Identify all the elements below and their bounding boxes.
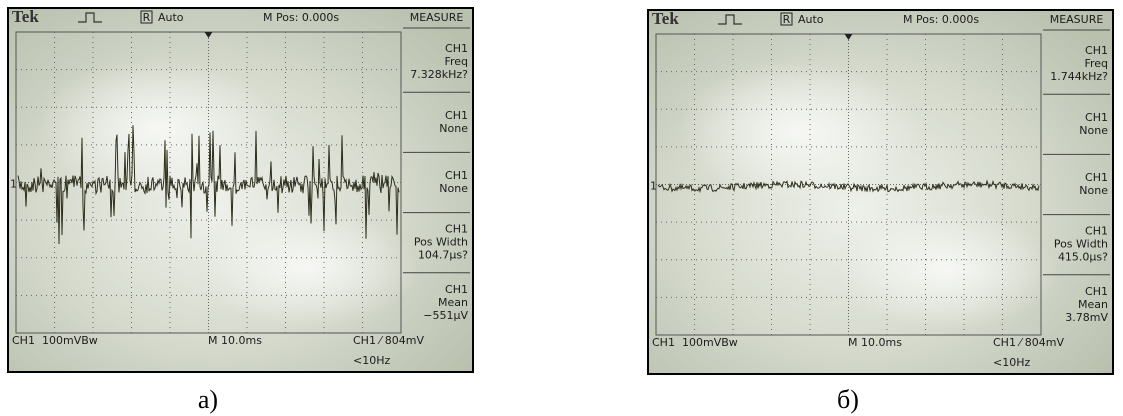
measure-text: None — [1079, 184, 1108, 197]
timebase: M 10.0ms — [848, 336, 902, 349]
measure-text: Pos Width — [414, 236, 468, 249]
measure-text: 415.0µs? — [1058, 251, 1108, 264]
scale: 100mVBw — [682, 336, 738, 349]
glare — [198, 208, 418, 328]
measure-text: 104.7µs? — [418, 249, 468, 262]
glare — [838, 210, 1058, 330]
trigger: CH1 ⁄ 804mV — [993, 336, 1064, 349]
run-state-box — [140, 10, 153, 24]
channel: CH1 — [12, 334, 35, 347]
measure-text: Mean — [1078, 298, 1108, 311]
glare — [38, 58, 278, 198]
measure-text: 7.328kHz? — [410, 68, 468, 81]
screen-frame — [647, 9, 1114, 375]
trigger-mode: Auto — [798, 13, 824, 26]
trigger: CH1 ⁄ 804mV — [353, 334, 424, 347]
run-state: R — [783, 13, 791, 26]
trigger-marker — [844, 34, 853, 40]
measure-text: CH1 — [445, 283, 468, 296]
measure-text: CH1 — [1085, 111, 1108, 124]
measure-text: None — [439, 122, 468, 135]
measure-title: MEASURE — [410, 11, 464, 24]
channel: CH1 — [652, 336, 675, 349]
run-state: R — [143, 11, 151, 24]
pulse-icon — [718, 14, 742, 25]
measure-text: None — [439, 182, 468, 195]
measure-text: CH1 — [1085, 171, 1108, 184]
measure-text: CH1 — [445, 42, 468, 55]
measure-text: 3.78mV — [1065, 311, 1108, 324]
brand: Tek — [652, 9, 679, 28]
caption: а) — [198, 385, 218, 414]
run-state-box — [780, 12, 793, 26]
measure-text: CH1 — [1085, 285, 1108, 298]
measure-text: Mean — [438, 296, 468, 309]
channel-marker: 1 — [10, 178, 17, 191]
channel-marker: 1 — [650, 180, 657, 193]
measure-text: CH1 — [1085, 44, 1108, 57]
measure-text: None — [1079, 124, 1108, 137]
trigger-marker — [204, 32, 213, 38]
measure-text: Freq — [1084, 57, 1108, 70]
filter: <10Hz — [993, 356, 1030, 369]
measure-text: Freq — [444, 55, 468, 68]
waveform — [17, 125, 400, 245]
measure-text: −551µV — [423, 309, 468, 322]
brand: Tek — [12, 7, 39, 26]
measure-text: Pos Width — [1054, 238, 1108, 251]
filter: <10Hz — [353, 354, 390, 367]
screen-frame — [7, 7, 474, 373]
timebase: M 10.0ms — [208, 334, 262, 347]
measure-text: CH1 — [1085, 225, 1108, 238]
position: M Pos: 0.000s — [263, 11, 339, 24]
measure-text: CH1 — [445, 223, 468, 236]
position: M Pos: 0.000s — [903, 13, 979, 26]
pulse-icon — [78, 12, 102, 23]
measure-text: CH1 — [445, 109, 468, 122]
measure-text: 1.744kHz? — [1050, 70, 1108, 83]
glare — [678, 60, 918, 200]
measure-title: MEASURE — [1050, 13, 1104, 26]
waveform — [657, 179, 1040, 194]
measure-text: CH1 — [445, 169, 468, 182]
trigger-mode: Auto — [158, 11, 184, 24]
scale: 100mVBw — [42, 334, 98, 347]
caption: б) — [837, 385, 859, 414]
